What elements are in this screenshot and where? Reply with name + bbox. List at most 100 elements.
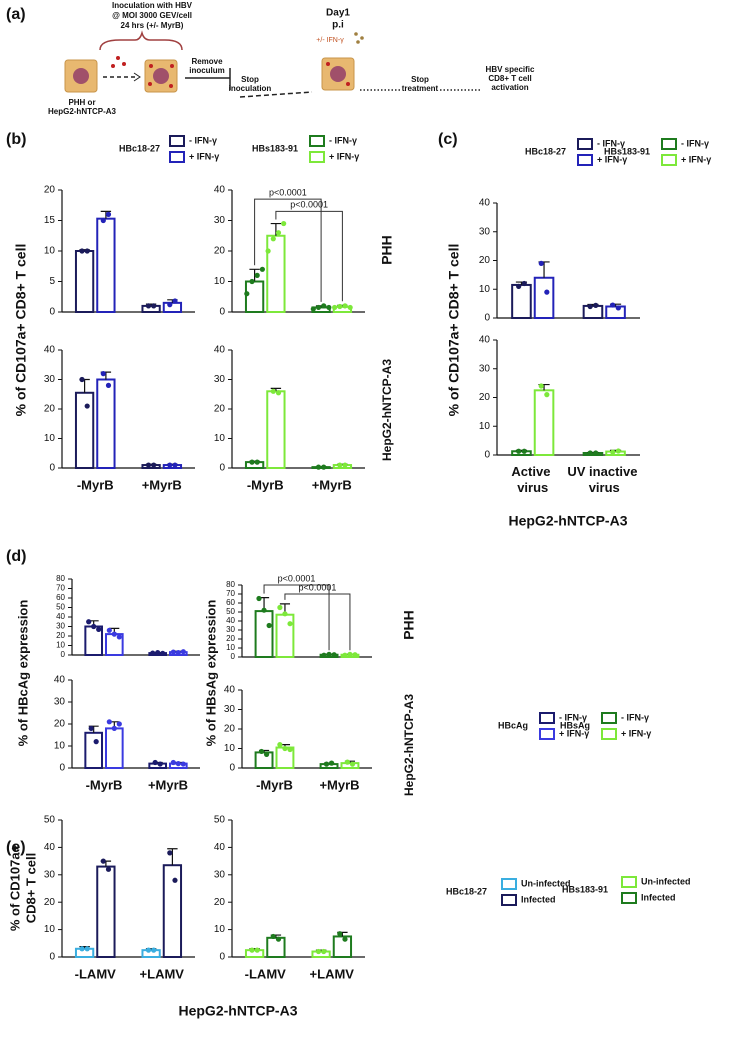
step-text: Remove: [191, 57, 223, 66]
data-point: [106, 719, 112, 725]
data-point: [263, 751, 270, 757]
y-tick-label: 30: [214, 215, 226, 226]
data-point: [172, 462, 178, 468]
data-point: [106, 627, 112, 633]
error-bar: [270, 387, 282, 392]
error-bar: [100, 210, 112, 219]
step-text: 24 hrs (+/- MyrB): [121, 21, 184, 30]
y-tick-label: 10: [479, 284, 491, 295]
legend-swatch: [501, 878, 517, 890]
y-axis-label: % of CD107a+ CD8+ T cell: [446, 244, 462, 417]
y-tick-label: 20: [44, 185, 56, 196]
data-point: [93, 739, 99, 745]
virus: [116, 56, 120, 60]
data-point: [86, 619, 92, 625]
virus: [111, 64, 115, 68]
y-tick-label: 40: [224, 685, 236, 696]
bar: [332, 935, 353, 959]
y-tick-label: 0: [219, 463, 225, 474]
legend-label: + IFN-γ: [329, 151, 359, 161]
x-axis-label: HepG2-hNTCP-A3: [508, 513, 627, 529]
significance-bracket: [284, 593, 351, 651]
bar: [74, 250, 95, 313]
legend-label: + IFN-γ: [559, 728, 589, 738]
bar: [332, 464, 353, 469]
bar: [533, 389, 555, 456]
legend-label: - IFN-γ: [621, 712, 649, 722]
data-point: [167, 850, 173, 856]
x-tick-label: +LAMV: [310, 966, 355, 981]
nucleus: [153, 68, 169, 84]
y-tick-label: 20: [479, 255, 491, 266]
bar: [533, 276, 555, 319]
data-point: [105, 211, 112, 217]
y-tick-label: 40: [214, 842, 226, 853]
y-tick-label: 10: [214, 924, 226, 935]
data-point: [170, 649, 176, 655]
bar: [582, 451, 604, 456]
y-tick-label: 50: [44, 815, 56, 826]
cytokine: [360, 36, 364, 40]
bar: [605, 450, 626, 456]
panel-label: (d): [6, 548, 26, 565]
y-tick-label: 40: [54, 675, 66, 686]
data-point: [587, 303, 593, 310]
legend-label: - IFN-γ: [329, 135, 357, 145]
legend-swatch: [169, 151, 185, 163]
y-tick-label: 70: [226, 589, 235, 598]
data-point: [323, 761, 330, 767]
legend-swatch: [661, 138, 677, 150]
y-tick-label: 70: [56, 584, 65, 593]
data-point: [259, 266, 265, 272]
step-text: treatment: [402, 84, 439, 93]
data-point: [593, 450, 599, 456]
y-tick-label: 40: [56, 612, 65, 621]
y-tick-label: 0: [229, 763, 235, 774]
data-point: [152, 759, 158, 766]
bar: [511, 450, 532, 457]
y-tick-label: 40: [44, 842, 56, 853]
x-tick-label: -LAMV: [245, 966, 286, 981]
side-label: HepG2-hNTCP-A3: [402, 694, 416, 796]
y-tick-label: 20: [56, 631, 65, 640]
data-point: [282, 745, 288, 752]
y-tick-label: 40: [214, 185, 226, 196]
step-text: CD8+ T cell: [488, 74, 531, 83]
y-tick-label: 20: [214, 897, 226, 908]
step-text: Stop: [241, 75, 259, 84]
data-point: [155, 650, 161, 656]
virus: [170, 64, 174, 68]
y-axis-label: % of CD107a+: [7, 844, 22, 931]
bar: [96, 378, 116, 469]
data-point: [96, 626, 102, 632]
data-point: [79, 946, 85, 952]
x-tick-line: Active: [511, 464, 554, 479]
x-tick-label: -MyrB: [247, 477, 284, 492]
y-tick-label: 10: [224, 743, 236, 754]
step-text: p.i: [332, 20, 344, 31]
data-point: [105, 382, 112, 388]
y-tick-label: 40: [226, 616, 235, 625]
x-tick-label: +MyrB: [312, 477, 352, 492]
data-point: [593, 302, 599, 308]
bar: [105, 727, 124, 770]
data-point: [342, 652, 348, 658]
data-point: [258, 748, 265, 755]
significance-bracket: [254, 198, 322, 302]
bar: [84, 731, 103, 769]
bar: [244, 461, 265, 470]
data-point: [538, 383, 544, 389]
data-point: [84, 248, 90, 254]
y-tick-label: 5: [49, 276, 55, 287]
y-tick-label: 20: [214, 404, 226, 415]
data-point: [79, 376, 85, 383]
data-point: [111, 631, 117, 637]
data-point: [116, 721, 122, 727]
x-tick-label: -MyrB: [86, 777, 123, 792]
bar: [275, 613, 295, 659]
x-axis-label: HepG2-hNTCP-A3: [178, 1003, 297, 1019]
data-point: [287, 746, 293, 753]
legend-swatch: [539, 728, 555, 740]
data-point: [170, 759, 176, 766]
y-tick-label: 20: [226, 634, 235, 643]
